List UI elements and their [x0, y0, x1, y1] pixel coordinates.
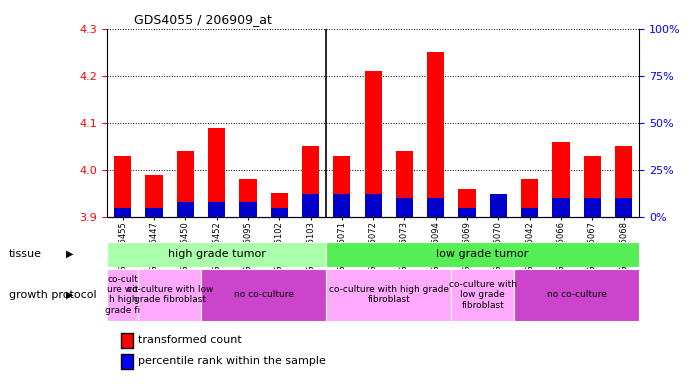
- Text: no co-culture: no co-culture: [547, 290, 607, 299]
- Bar: [365, 71, 381, 217]
- Bar: [271, 208, 288, 217]
- Bar: [490, 194, 507, 217]
- Bar: [552, 198, 569, 217]
- Bar: [208, 127, 225, 217]
- Bar: [365, 194, 381, 217]
- Bar: [615, 146, 632, 217]
- Text: co-culture with low
grade fibroblast: co-culture with low grade fibroblast: [126, 285, 213, 305]
- Bar: [239, 202, 256, 217]
- Bar: [514, 269, 639, 321]
- Bar: [584, 156, 601, 217]
- Bar: [458, 189, 475, 217]
- Bar: [201, 269, 326, 321]
- Bar: [326, 269, 451, 321]
- Bar: [552, 142, 569, 217]
- Bar: [107, 269, 138, 321]
- Bar: [427, 52, 444, 217]
- Bar: [177, 151, 194, 217]
- Text: transformed count: transformed count: [138, 335, 242, 345]
- Bar: [271, 194, 288, 217]
- Bar: [396, 151, 413, 217]
- Text: co-culture with
low grade
fibroblast: co-culture with low grade fibroblast: [448, 280, 517, 310]
- Bar: [107, 242, 326, 267]
- Bar: [239, 179, 256, 217]
- Bar: [584, 198, 601, 217]
- Bar: [326, 242, 639, 267]
- Bar: [333, 194, 350, 217]
- Bar: [145, 175, 162, 217]
- Text: ▶: ▶: [66, 249, 73, 259]
- Bar: [138, 269, 201, 321]
- Text: co-culture with high grade
fibroblast: co-culture with high grade fibroblast: [329, 285, 448, 305]
- Bar: [302, 194, 319, 217]
- Bar: [114, 156, 131, 217]
- Bar: [145, 208, 162, 217]
- Text: high grade tumor: high grade tumor: [168, 249, 265, 260]
- Bar: [396, 198, 413, 217]
- Bar: [615, 198, 632, 217]
- Bar: [521, 208, 538, 217]
- Text: tissue: tissue: [9, 249, 42, 259]
- Bar: [177, 202, 194, 217]
- Bar: [427, 198, 444, 217]
- Text: low grade tumor: low grade tumor: [437, 249, 529, 260]
- Bar: [451, 269, 514, 321]
- Text: percentile rank within the sample: percentile rank within the sample: [138, 356, 326, 366]
- Bar: [302, 146, 319, 217]
- Text: co-cult
ure wit
h high
grade fi: co-cult ure wit h high grade fi: [105, 275, 140, 315]
- Bar: [521, 179, 538, 217]
- Text: GDS4055 / 206909_at: GDS4055 / 206909_at: [134, 13, 272, 26]
- Bar: [458, 208, 475, 217]
- Bar: [333, 156, 350, 217]
- Text: ▶: ▶: [66, 290, 73, 300]
- Bar: [208, 202, 225, 217]
- Bar: [114, 208, 131, 217]
- Text: no co-culture: no co-culture: [234, 290, 294, 299]
- Text: growth protocol: growth protocol: [9, 290, 97, 300]
